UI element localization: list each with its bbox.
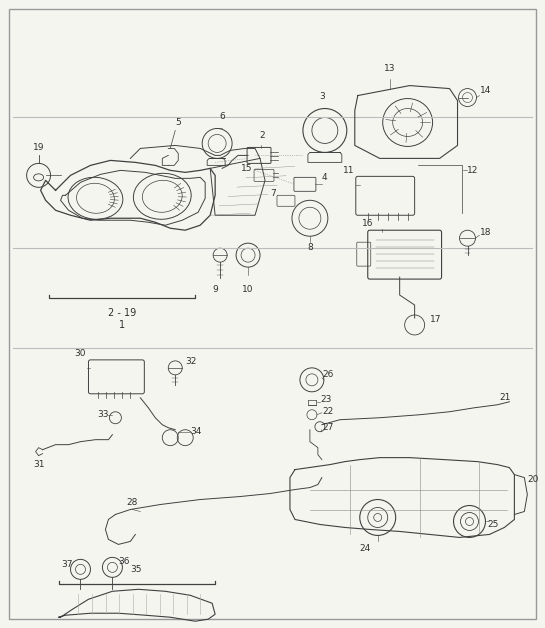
Text: 11: 11 (343, 166, 355, 175)
Text: 2 - 19: 2 - 19 (108, 308, 136, 318)
Text: 7: 7 (270, 189, 276, 198)
Text: 6: 6 (219, 112, 225, 121)
Text: 9: 9 (212, 285, 218, 294)
Text: 19: 19 (33, 143, 44, 153)
Text: 36: 36 (118, 557, 130, 566)
Text: 34: 34 (190, 427, 202, 436)
Text: 21: 21 (499, 393, 511, 403)
Text: 35: 35 (131, 565, 142, 575)
Text: 37: 37 (61, 560, 72, 569)
Text: 33: 33 (97, 410, 108, 420)
Text: 23: 23 (320, 395, 331, 404)
Text: 25: 25 (487, 520, 499, 529)
Text: 13: 13 (384, 63, 396, 73)
Text: 4: 4 (322, 173, 328, 182)
Text: 5: 5 (175, 119, 181, 127)
Text: 10: 10 (243, 285, 254, 294)
Text: 20: 20 (528, 475, 538, 484)
Text: 3: 3 (319, 92, 325, 100)
Text: 18: 18 (480, 228, 491, 237)
Text: 28: 28 (126, 497, 138, 507)
Text: 26: 26 (322, 371, 333, 379)
Text: 30: 30 (74, 349, 86, 358)
Text: 17: 17 (429, 315, 441, 325)
Text: 12: 12 (467, 166, 478, 175)
Text: 1: 1 (119, 320, 125, 330)
Text: 16: 16 (362, 219, 373, 228)
Text: 22: 22 (322, 407, 333, 416)
Text: 15: 15 (240, 164, 252, 173)
Text: 2: 2 (259, 131, 265, 141)
Text: 27: 27 (322, 423, 333, 432)
Text: 14: 14 (480, 86, 491, 95)
Text: 32: 32 (185, 357, 197, 366)
Text: 8: 8 (307, 243, 313, 252)
Text: 24: 24 (359, 544, 371, 553)
Text: 31: 31 (33, 460, 44, 468)
